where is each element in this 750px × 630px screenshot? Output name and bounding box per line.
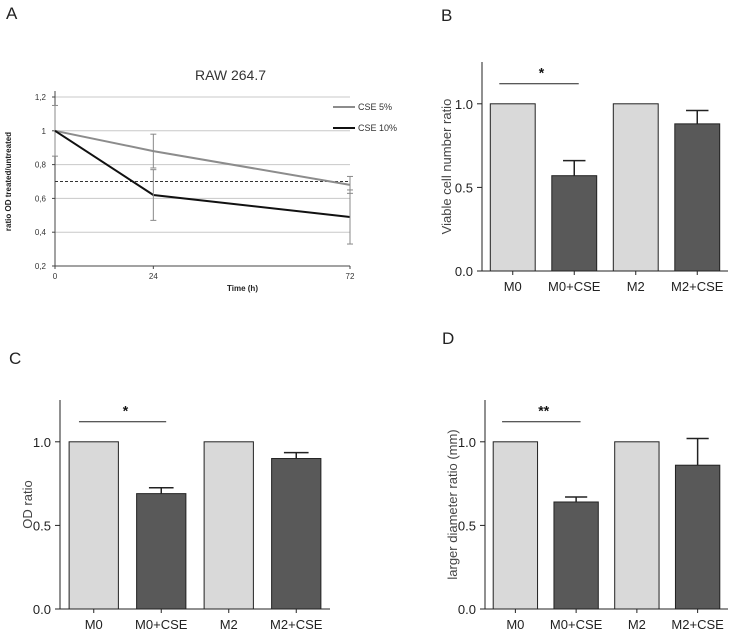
y-tick-label: 0,8 [35,161,47,170]
x-tick-label: 24 [149,272,158,281]
panel-c: C 0.0 0.5 1.0 OD ratio M0 M0+CSE M2 M2+CSE * [9,349,330,630]
significance-marker: ** [538,403,549,419]
y-tick-label: 1,2 [35,93,47,102]
y-axis-label: larger diameter ratio (mm) [445,429,460,579]
y-tick-label: 0,2 [35,262,47,271]
bar-m2 [203,441,254,610]
y-axis-label: OD ratio [20,480,35,528]
y-tick-label: 0.0 [33,602,51,617]
x-tick-label: M2 [628,617,646,630]
x-tick-label: M0 [506,617,524,630]
y-tick-label: 1.0 [458,435,476,450]
panel-letter-d: D [442,329,454,348]
x-tick-label: 0 [53,272,58,281]
y-tick-label: 1.0 [455,97,473,112]
bar-m2 [614,441,660,610]
legend-label-cse-10: CSE 10% [358,123,397,133]
x-tick-label: M0+CSE [550,617,603,630]
y-tick-label: 0,6 [35,194,47,203]
panel-letter-b: B [441,6,452,25]
y-tick-label: 0.5 [458,518,476,533]
significance-marker: * [123,403,129,419]
bar-m2 [612,103,659,272]
x-tick-label: M0 [504,279,522,294]
x-tick-label: M2+CSE [671,279,724,294]
y-tick-label: 1.0 [33,435,51,450]
y-tick-label: 0.0 [455,264,473,279]
y-tick-label: 0.5 [455,180,473,195]
x-tick-label: 72 [346,272,355,281]
x-tick-label: M2+CSE [671,617,724,630]
x-tick-label: M2 [627,279,645,294]
x-axis-label: Time (h) [227,284,258,293]
series-line-cse-5 [54,129,351,186]
panel-letter-a: A [6,4,18,23]
x-tick-label: M2+CSE [270,617,323,630]
panel-letter-c: C [9,349,21,368]
bar-m2-cse [674,123,721,272]
bar-m2-cse [674,464,721,610]
bar-m2-cse [271,458,322,610]
bar-m0-cse [551,175,598,272]
y-tick-label: 0.5 [33,518,51,533]
significance-marker: * [539,65,545,81]
y-tick-label: 1 [42,127,47,136]
y-axis-label: ratio OD treated/untreated [4,132,13,231]
series-line-cse-10 [54,129,351,218]
y-axis-label: Viable cell number ratio [439,99,454,235]
bar-m0-cse [553,501,599,610]
legend-label-cse-5: CSE 5% [358,102,392,112]
chart-title: RAW 264.7 [195,67,266,83]
x-tick-label: M0 [85,617,103,630]
panel-a: A RAW 264.7 0,2 0,4 0,6 0,8 1 1,2 0 24 72 Time (h) r… [4,4,397,293]
bar-m0 [492,441,539,610]
y-tick-label: 0,4 [35,228,47,237]
x-tick-label: M2 [220,617,238,630]
bar-m0 [489,103,536,272]
bar-m0-cse [136,493,187,610]
x-tick-label: M0+CSE [135,617,188,630]
y-tick-label: 0.0 [458,602,476,617]
x-tick-label: M0+CSE [548,279,601,294]
bar-m0 [68,441,119,610]
